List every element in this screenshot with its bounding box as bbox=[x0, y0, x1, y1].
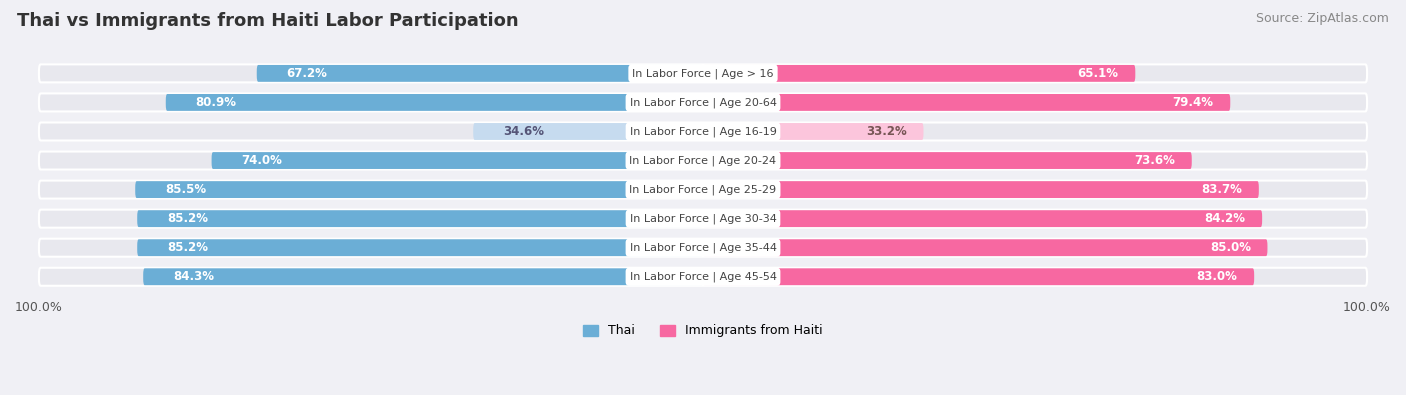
Text: Thai vs Immigrants from Haiti Labor Participation: Thai vs Immigrants from Haiti Labor Part… bbox=[17, 12, 519, 30]
Legend: Thai, Immigrants from Haiti: Thai, Immigrants from Haiti bbox=[578, 320, 828, 342]
FancyBboxPatch shape bbox=[703, 123, 924, 140]
FancyBboxPatch shape bbox=[703, 65, 1135, 82]
FancyBboxPatch shape bbox=[39, 268, 1367, 286]
Text: 73.6%: 73.6% bbox=[1135, 154, 1175, 167]
Text: In Labor Force | Age 25-29: In Labor Force | Age 25-29 bbox=[630, 184, 776, 195]
FancyBboxPatch shape bbox=[703, 239, 1267, 256]
Text: 83.7%: 83.7% bbox=[1201, 183, 1243, 196]
FancyBboxPatch shape bbox=[39, 94, 1367, 111]
Text: 79.4%: 79.4% bbox=[1173, 96, 1213, 109]
Text: In Labor Force | Age 30-34: In Labor Force | Age 30-34 bbox=[630, 213, 776, 224]
Text: In Labor Force | Age > 16: In Labor Force | Age > 16 bbox=[633, 68, 773, 79]
Text: In Labor Force | Age 35-44: In Labor Force | Age 35-44 bbox=[630, 243, 776, 253]
FancyBboxPatch shape bbox=[474, 123, 703, 140]
FancyBboxPatch shape bbox=[39, 122, 1367, 141]
FancyBboxPatch shape bbox=[39, 152, 1367, 169]
FancyBboxPatch shape bbox=[211, 152, 703, 169]
Text: 80.9%: 80.9% bbox=[195, 96, 236, 109]
FancyBboxPatch shape bbox=[257, 65, 703, 82]
FancyBboxPatch shape bbox=[39, 64, 1367, 83]
Text: In Labor Force | Age 20-64: In Labor Force | Age 20-64 bbox=[630, 97, 776, 108]
Text: 67.2%: 67.2% bbox=[287, 67, 328, 80]
FancyBboxPatch shape bbox=[39, 181, 1367, 199]
FancyBboxPatch shape bbox=[143, 268, 703, 285]
Text: Source: ZipAtlas.com: Source: ZipAtlas.com bbox=[1256, 12, 1389, 25]
Text: In Labor Force | Age 20-24: In Labor Force | Age 20-24 bbox=[630, 155, 776, 166]
FancyBboxPatch shape bbox=[138, 210, 703, 227]
Text: 85.5%: 85.5% bbox=[165, 183, 207, 196]
Text: 84.3%: 84.3% bbox=[173, 270, 214, 283]
Text: 34.6%: 34.6% bbox=[503, 125, 544, 138]
FancyBboxPatch shape bbox=[135, 181, 703, 198]
FancyBboxPatch shape bbox=[39, 239, 1367, 257]
Text: 33.2%: 33.2% bbox=[866, 125, 907, 138]
FancyBboxPatch shape bbox=[166, 94, 703, 111]
FancyBboxPatch shape bbox=[138, 239, 703, 256]
Text: 65.1%: 65.1% bbox=[1078, 67, 1119, 80]
Text: 85.0%: 85.0% bbox=[1209, 241, 1251, 254]
Text: 85.2%: 85.2% bbox=[167, 212, 208, 225]
Text: 83.0%: 83.0% bbox=[1197, 270, 1237, 283]
Text: 84.2%: 84.2% bbox=[1205, 212, 1246, 225]
Text: 74.0%: 74.0% bbox=[242, 154, 283, 167]
FancyBboxPatch shape bbox=[703, 94, 1230, 111]
FancyBboxPatch shape bbox=[703, 152, 1192, 169]
Text: In Labor Force | Age 16-19: In Labor Force | Age 16-19 bbox=[630, 126, 776, 137]
Text: In Labor Force | Age 45-54: In Labor Force | Age 45-54 bbox=[630, 271, 776, 282]
FancyBboxPatch shape bbox=[703, 210, 1263, 227]
Text: 85.2%: 85.2% bbox=[167, 241, 208, 254]
FancyBboxPatch shape bbox=[39, 210, 1367, 228]
FancyBboxPatch shape bbox=[703, 268, 1254, 285]
FancyBboxPatch shape bbox=[703, 181, 1258, 198]
